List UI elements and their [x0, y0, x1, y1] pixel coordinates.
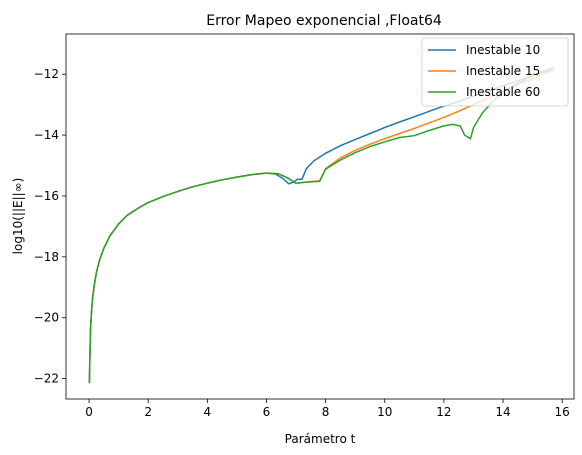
x-tick-label: 16 — [555, 405, 570, 419]
x-tick-label: 2 — [144, 405, 152, 419]
series-line-2 — [88, 68, 554, 384]
legend-label: Inestable 60 — [466, 85, 540, 99]
x-tick-label: 6 — [263, 405, 271, 419]
y-tick-label: −22 — [34, 372, 59, 386]
y-tick-label: −20 — [34, 311, 59, 325]
x-axis-ticks: 0 2 4 6 8 10 12 14 16 — [85, 399, 570, 419]
legend-box — [421, 37, 569, 107]
y-tick-label: −16 — [34, 189, 59, 203]
legend: Inestable 10 Inestable 15 Inestable 60 — [421, 37, 569, 107]
x-tick-label: 14 — [495, 405, 510, 419]
chart-title: Error Mapeo exponencial ,Float64 — [206, 13, 442, 29]
y-tick-label: −12 — [34, 67, 59, 81]
x-tick-label: 12 — [436, 405, 451, 419]
plot-frame — [65, 33, 575, 400]
x-tick-label: 0 — [85, 405, 93, 419]
y-tick-label: −14 — [34, 128, 59, 142]
legend-label: Inestable 15 — [466, 64, 540, 78]
series-line-3 — [88, 66, 554, 384]
x-tick-label: 10 — [377, 405, 392, 419]
x-tick-label: 8 — [322, 405, 330, 419]
series-line-1 — [88, 67, 554, 384]
legend-label: Inestable 10 — [466, 43, 540, 57]
x-axis-label: Parámetro t — [285, 432, 356, 446]
plot-lines — [88, 66, 554, 384]
x-tick-label: 4 — [204, 405, 212, 419]
y-tick-label: −18 — [34, 250, 59, 264]
y-axis-label: log10(||E||∞) — [11, 178, 25, 255]
y-axis-ticks: −22 −20 −18 −16 −14 −12 — [34, 67, 66, 386]
